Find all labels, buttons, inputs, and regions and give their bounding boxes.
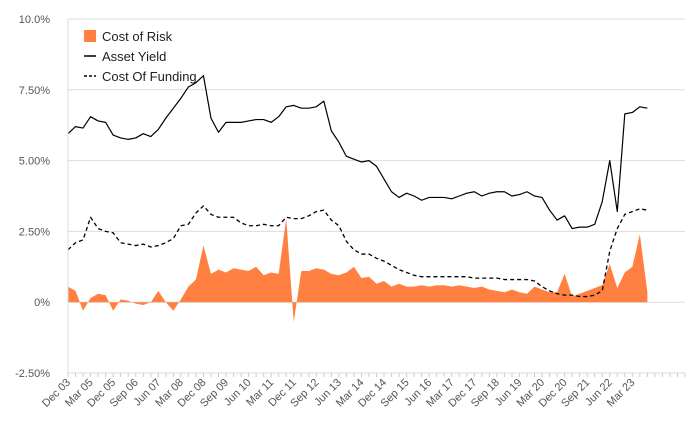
y-tick-label: 7.50% xyxy=(19,85,50,97)
series-lines-group xyxy=(67,75,648,298)
legend-label: Cost of Risk xyxy=(102,29,173,44)
y-tick-label: -2.50% xyxy=(15,368,50,380)
y-tick-label: 5.00% xyxy=(19,156,50,168)
y-tick-label: 2.50% xyxy=(19,226,50,238)
legend-swatch-cost-of-risk xyxy=(84,30,96,42)
legend: Cost of Risk Asset Yield Cost Of Funding xyxy=(84,29,197,84)
legend-label: Cost Of Funding xyxy=(102,69,197,84)
cost-of-risk-area xyxy=(68,218,648,323)
legend-label: Asset Yield xyxy=(102,49,166,64)
y-tick-label: 0% xyxy=(34,297,50,309)
asset-yield-line xyxy=(67,75,648,230)
cost-of-funding-line xyxy=(67,205,648,298)
y-tick-label: 10.0% xyxy=(19,14,50,26)
cost-of-risk-area-group xyxy=(68,218,648,323)
